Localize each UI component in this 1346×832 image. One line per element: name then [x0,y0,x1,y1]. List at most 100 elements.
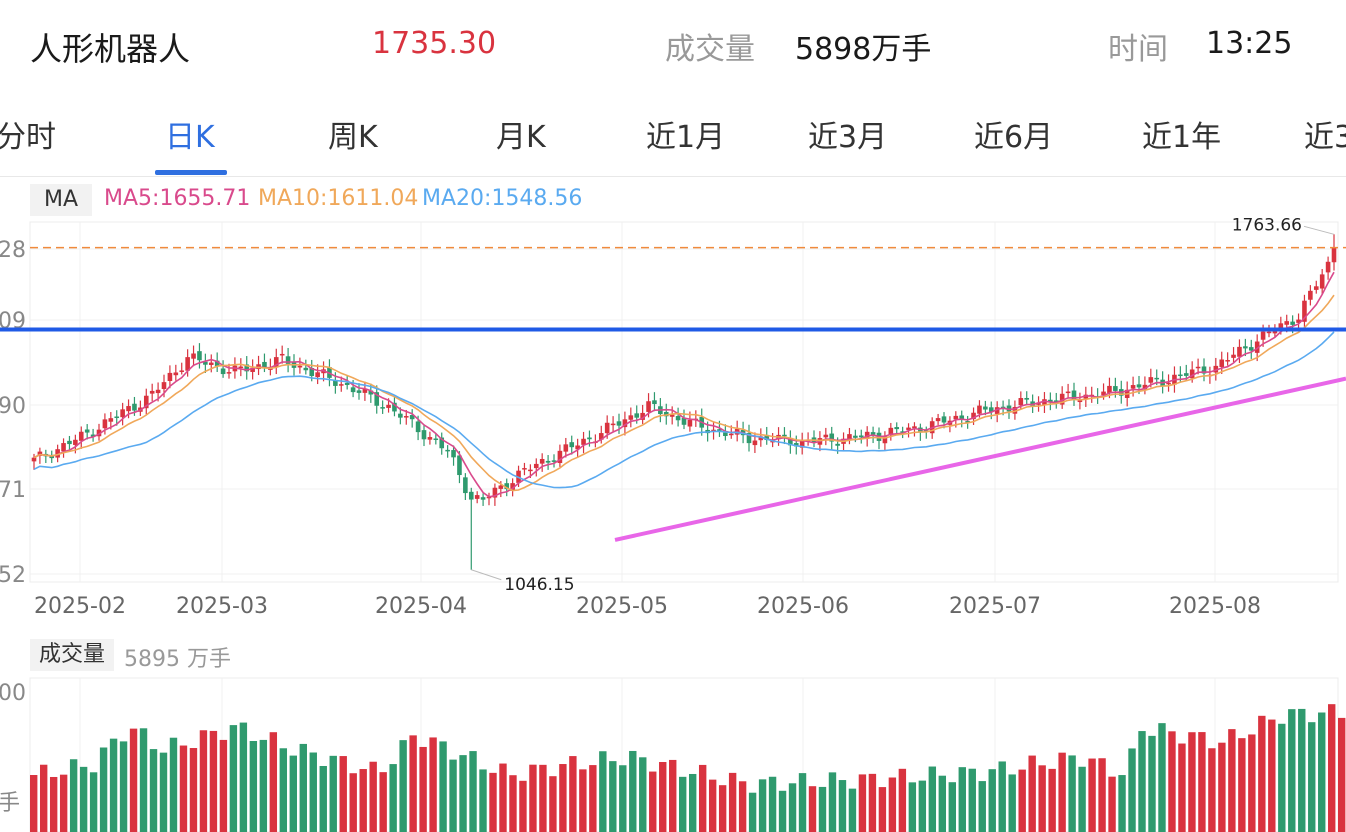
candle-body [598,433,604,440]
active-tab-indicator [155,170,227,175]
candle-body [315,372,320,378]
candle-body [421,430,427,440]
ma-legend: MA MA5:1655.71 MA10:1611.04 MA20:1548.56 [0,182,1346,218]
candle-body [1059,393,1065,405]
candle-body [468,491,474,500]
volume-bar [778,790,787,832]
volume-bar [439,741,447,832]
volume-bar [1048,768,1056,832]
candle-body [723,432,728,437]
volume-bar [359,769,367,832]
volume-bar [988,769,996,832]
volume-bar [569,756,577,832]
y-tick-label: 52 [0,563,26,588]
volume-bar [389,764,397,832]
volume-bar [958,767,966,832]
candle-body [1113,386,1118,391]
volume-bar [509,775,517,832]
candle-body [309,368,315,377]
tab-1-month[interactable]: 近1月 [646,120,726,155]
ma-tag[interactable]: MA [30,184,92,216]
volume-bar [938,775,947,832]
candle-body [1237,346,1242,357]
tab-3-years[interactable]: 近3年 [1304,120,1346,155]
candle-body [457,455,462,476]
volume-bar [179,745,188,832]
candle-body [557,450,563,464]
candle-body [102,419,108,429]
candle-body [1065,391,1071,394]
candle-body [445,449,450,452]
candle-body [610,423,616,426]
candle-body [587,437,592,440]
volume-bar [1208,748,1216,832]
candle-body [752,440,758,446]
candle-body [386,404,391,408]
volume-bar [848,788,857,832]
candle-body [646,401,651,412]
plot-frame [29,221,1339,583]
candle-body [1243,346,1248,349]
tab-1-year[interactable]: 近1年 [1142,120,1222,155]
candle-body [55,449,60,458]
tab-daily-k[interactable]: 日K [165,120,215,155]
volume-bar [948,782,956,832]
candles [31,234,1337,570]
volume-bar [1228,729,1236,832]
ma5-value: MA5:1655.71 [104,186,251,211]
candle-body [1290,321,1295,325]
volume-bar [708,779,717,832]
volume-tick-bottom: 手 [0,791,20,816]
volume-bar [129,728,138,832]
volume-bar [99,747,108,832]
candle-body [912,426,917,429]
volume-bar [1008,774,1016,832]
volume-legend: 成交量 5895 万手 [0,637,1346,673]
volume-tick-top: 00 [0,681,26,706]
candle-body [344,382,350,386]
candle-body [155,389,161,394]
candle-body [350,387,356,393]
candle-body [273,357,279,367]
candle-body [853,435,858,438]
volume-tag[interactable]: 成交量 [30,639,114,671]
candle-body [1213,365,1219,373]
tab-intraday[interactable]: 分时 [0,120,56,155]
candle-body [669,414,675,417]
candle-body [78,431,84,441]
max-price-label: 1763.66 [1232,215,1302,235]
candle-body [675,416,681,421]
candle-body [427,437,433,440]
candle-body [504,483,510,490]
tab-weekly-k[interactable]: 周K [328,120,378,155]
volume-bar [1278,723,1286,832]
volume-bar [698,764,707,832]
tab-3-months[interactable]: 近3月 [808,120,888,155]
candle-body [858,435,864,438]
candle-body [1313,286,1319,290]
volume-bar [469,751,477,832]
volume-bar [189,748,198,832]
candle-body [959,415,965,420]
candle-body [1248,347,1254,351]
volume-bar [229,725,238,832]
candle-body [1302,300,1307,322]
candle-body [191,353,196,359]
tab-monthly-k[interactable]: 月K [496,120,546,155]
candle-body [143,395,149,409]
volume-bar [1218,742,1226,832]
candle-body [758,436,764,441]
x-tick-label: 2025-03 [176,594,268,619]
volume-bar [908,782,917,832]
volume-bar [1088,758,1096,832]
candle-body [965,421,970,423]
candle-body [392,402,397,412]
volume-bar [1108,776,1116,832]
ma20-line [33,331,1335,489]
tab-6-months[interactable]: 近6月 [974,120,1054,155]
volume-bar [629,750,637,832]
candle-body [108,418,114,422]
ma-lines [33,271,1335,498]
